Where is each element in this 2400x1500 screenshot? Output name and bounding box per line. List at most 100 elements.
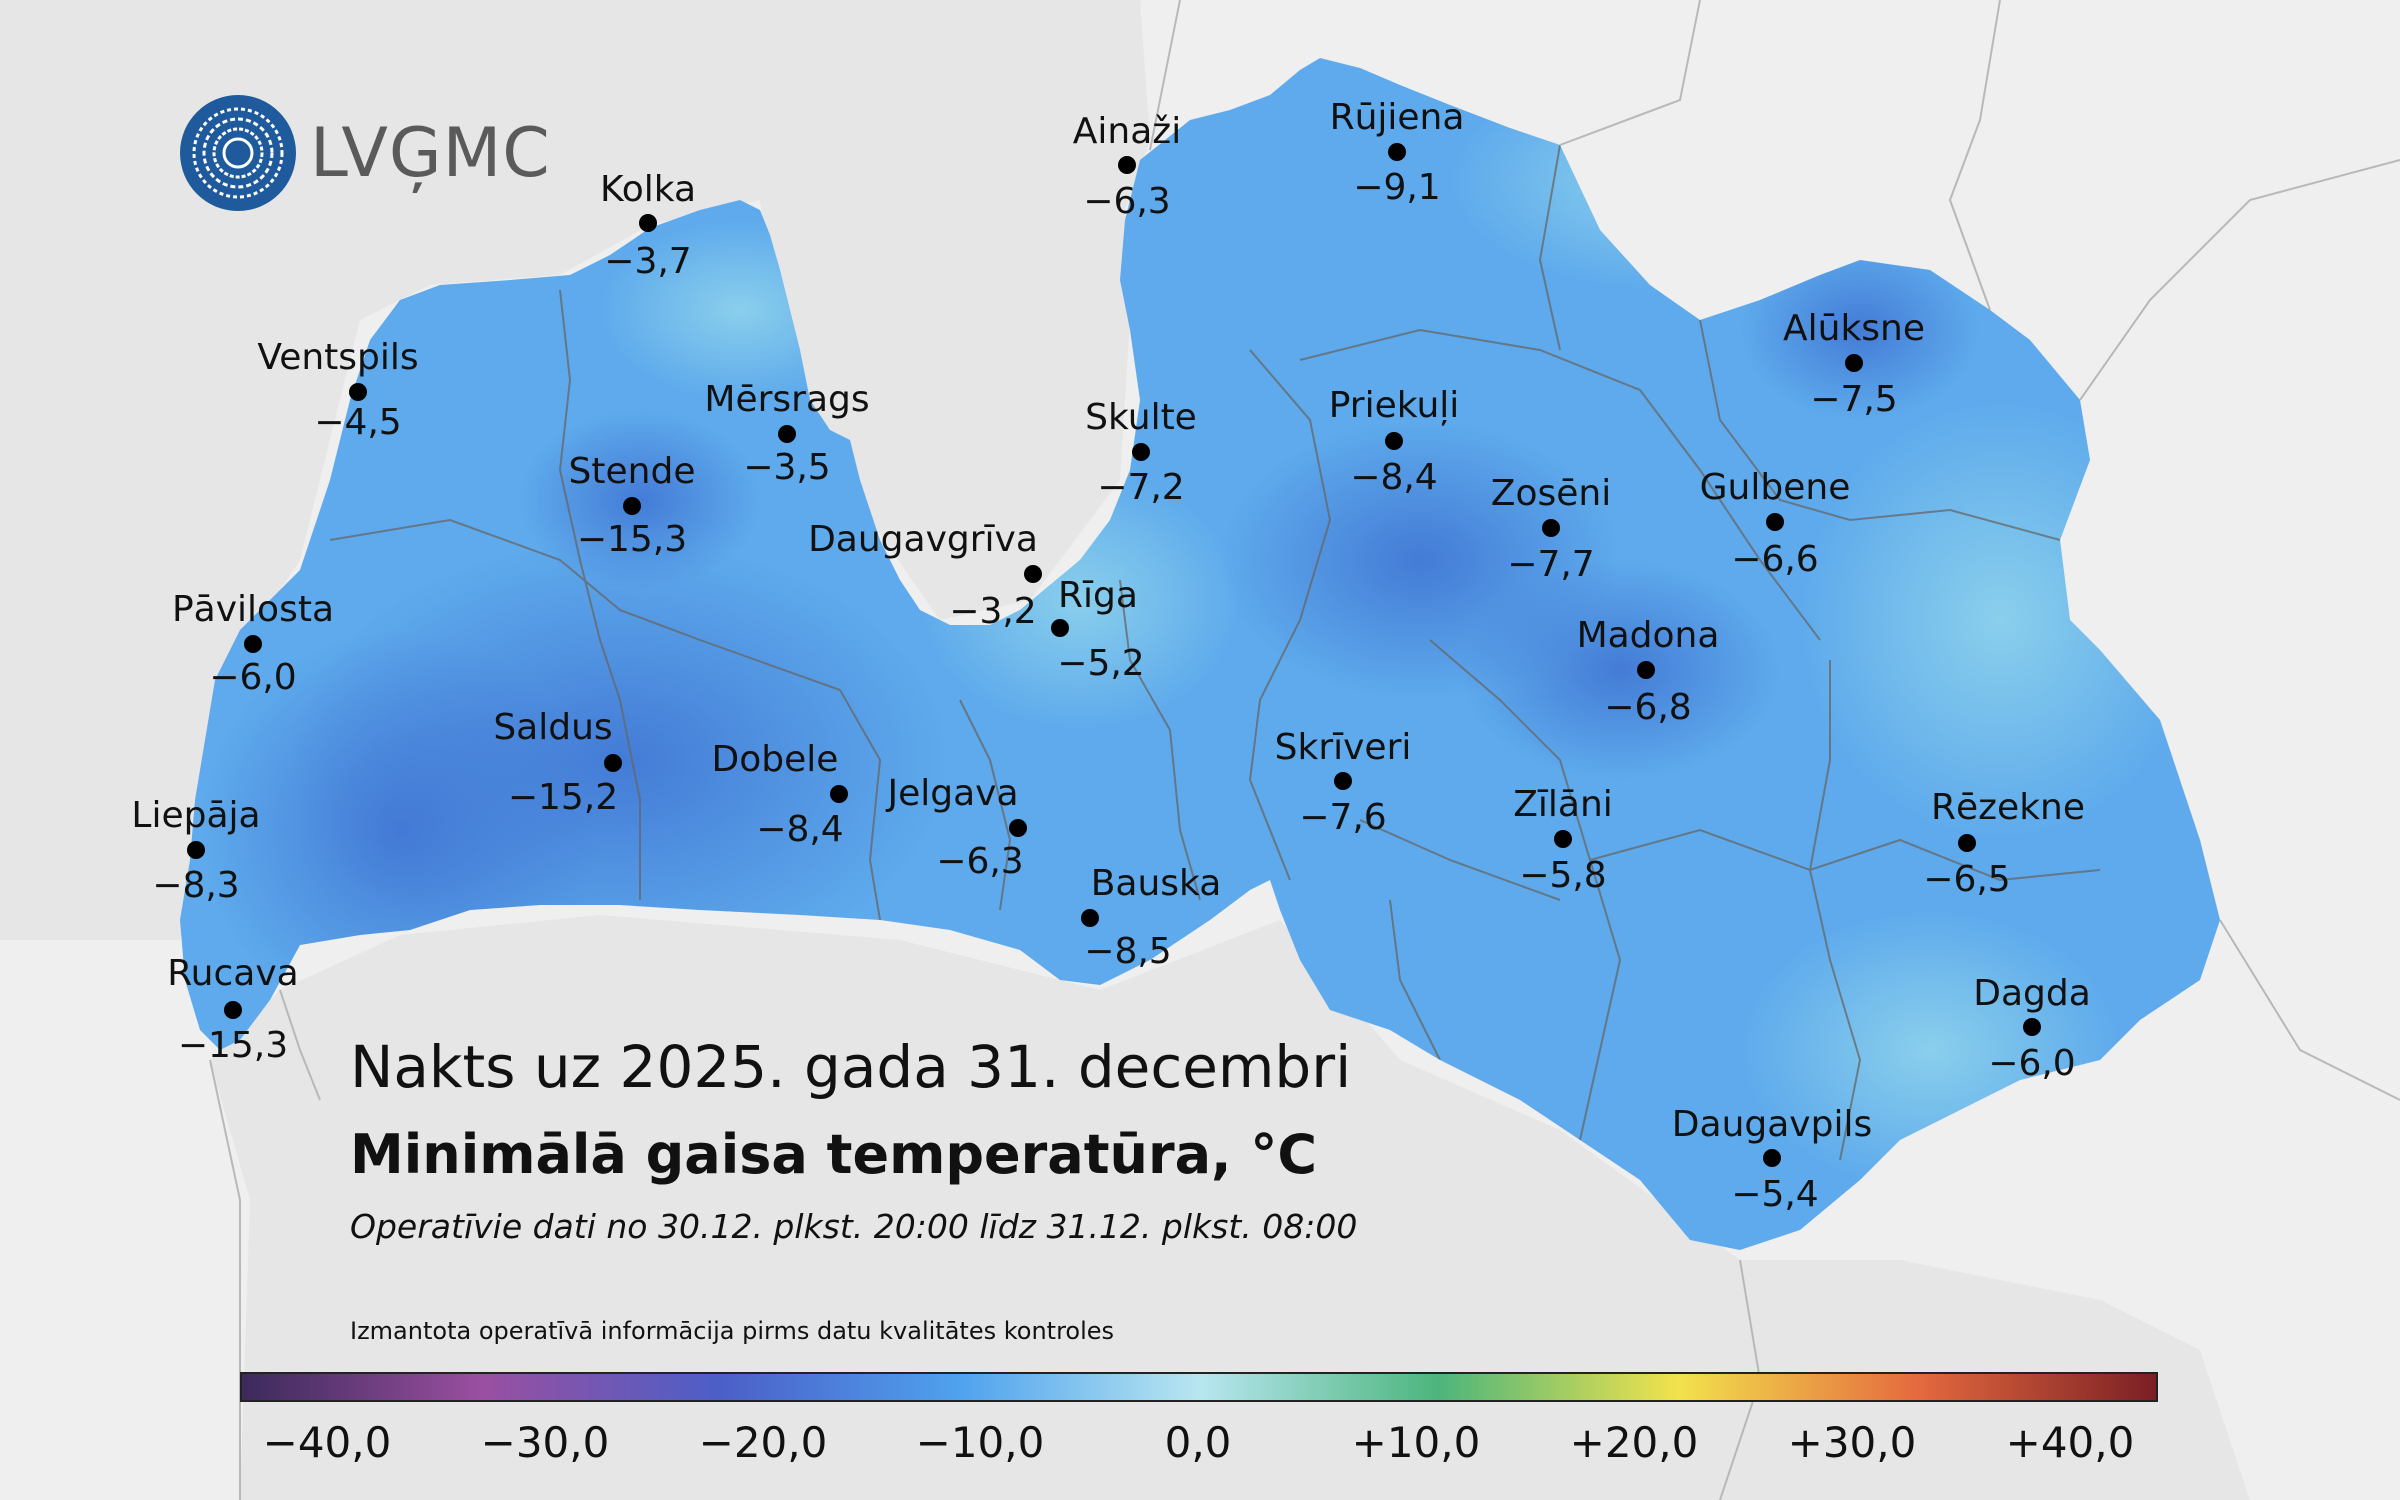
station-value-saldus: −15,2 bbox=[507, 777, 619, 818]
cold-anomaly-madona bbox=[1460, 560, 1780, 780]
station-value-ventspils: −4,5 bbox=[314, 402, 402, 443]
station-dot-rujiena bbox=[1388, 143, 1406, 161]
station-dot-stende bbox=[623, 497, 641, 515]
station-value-stende: −15,3 bbox=[576, 519, 688, 560]
station-dot-priekuli bbox=[1385, 432, 1403, 450]
temperature-colorbar bbox=[240, 1372, 2158, 1402]
station-dot-bauska bbox=[1081, 909, 1099, 927]
station-dot-liepaja bbox=[187, 841, 205, 859]
station-value-madona: −6,8 bbox=[1604, 687, 1692, 728]
colorbar-tick-label: +30,0 bbox=[1787, 1418, 1917, 1467]
station-value-dobele: −8,4 bbox=[756, 809, 844, 850]
colorbar-tick-label: +20,0 bbox=[1569, 1418, 1699, 1467]
station-dot-rezekne bbox=[1958, 834, 1976, 852]
station-name-skriveri: Skrīveri bbox=[1274, 727, 1412, 768]
station-dot-dagda bbox=[2023, 1018, 2041, 1036]
station-dot-gulbene bbox=[1766, 513, 1784, 531]
station-name-daugavpils: Daugavpils bbox=[1671, 1104, 1873, 1145]
cold-anomaly-stende bbox=[520, 410, 760, 590]
station-name-riga: Rīga bbox=[1058, 575, 1138, 616]
station-name-jelgava: Jelgava bbox=[887, 773, 1019, 814]
station-name-madona: Madona bbox=[1576, 615, 1720, 656]
station-name-rucava: Rucava bbox=[167, 953, 299, 994]
station-name-ventspils: Ventspils bbox=[257, 337, 419, 378]
station-value-jelgava: −6,3 bbox=[936, 841, 1024, 882]
station-name-rezekne: Rēzekne bbox=[1930, 787, 2086, 828]
lvgmc-logo: LVĢMC bbox=[180, 95, 551, 211]
station-dot-jelgava bbox=[1009, 819, 1027, 837]
station-dot-dobele bbox=[830, 785, 848, 803]
station-name-daugavgriva: Daugavgrīva bbox=[808, 519, 1038, 560]
station-name-dobele: Dobele bbox=[711, 739, 839, 780]
colorbar-tick-label: −20,0 bbox=[698, 1418, 828, 1467]
station-value-aluksne: −7,5 bbox=[1810, 379, 1898, 420]
colorbar-tick-label: +40,0 bbox=[2005, 1418, 2135, 1467]
station-name-zilani: Zīlāni bbox=[1513, 784, 1613, 825]
station-dot-saldus bbox=[604, 754, 622, 772]
station-dot-pavilosta bbox=[244, 635, 262, 653]
station-value-daugavpils: −5,4 bbox=[1731, 1174, 1819, 1215]
station-value-mersrags: −3,5 bbox=[743, 447, 831, 488]
colorbar-tick-label: −40,0 bbox=[262, 1418, 392, 1467]
station-value-bauska: −8,5 bbox=[1084, 931, 1172, 972]
station-name-aluksne: Alūksne bbox=[1782, 308, 1926, 349]
station-value-gulbene: −6,6 bbox=[1731, 539, 1819, 580]
cold-anomaly-aluksne bbox=[1740, 240, 1980, 420]
station-name-priekuli: Priekuļi bbox=[1328, 385, 1460, 426]
station-value-liepaja: −8,3 bbox=[152, 865, 240, 906]
map-subtitle: Operatīvie dati no 30.12. plkst. 20:00 l… bbox=[350, 1207, 1358, 1246]
station-value-rezekne: −6,5 bbox=[1923, 859, 2011, 900]
station-name-zoseni: Zosēni bbox=[1490, 473, 1612, 514]
colorbar-tick-label: −10,0 bbox=[915, 1418, 1045, 1467]
station-dot-mersrags bbox=[778, 425, 796, 443]
station-name-ainazi: Ainaži bbox=[1072, 111, 1182, 152]
station-value-riga: −5,2 bbox=[1057, 643, 1145, 684]
lvgmc-logo-icon bbox=[180, 95, 296, 211]
station-value-skriveri: −7,6 bbox=[1299, 797, 1387, 838]
station-value-kolka: −3,7 bbox=[604, 241, 692, 282]
colorbar-tick-label: −30,0 bbox=[480, 1418, 610, 1467]
station-dot-aluksne bbox=[1845, 354, 1863, 372]
station-dot-ainazi bbox=[1118, 156, 1136, 174]
station-value-pavilosta: −6,0 bbox=[209, 657, 297, 698]
logo-text: LVĢMC bbox=[310, 113, 551, 193]
station-name-pavilosta: Pāvilosta bbox=[171, 589, 335, 630]
station-dot-daugavgriva bbox=[1024, 565, 1042, 583]
station-dot-rucava bbox=[224, 1001, 242, 1019]
station-value-zilani: −5,8 bbox=[1519, 855, 1607, 896]
station-value-rujiena: −9,1 bbox=[1353, 167, 1441, 208]
station-dot-zilani bbox=[1554, 830, 1572, 848]
map-date-title: Nakts uz 2025. gada 31. decembri bbox=[350, 1033, 1352, 1101]
station-dot-skulte bbox=[1132, 443, 1150, 461]
station-name-liepaja: Liepāja bbox=[131, 795, 261, 836]
station-name-rujiena: Rūjiena bbox=[1329, 97, 1465, 138]
station-name-kolka: Kolka bbox=[599, 169, 697, 210]
station-dot-riga bbox=[1051, 619, 1069, 637]
station-dot-kolka bbox=[639, 214, 657, 232]
station-markers bbox=[187, 143, 2041, 1167]
station-dot-skriveri bbox=[1334, 772, 1352, 790]
station-name-bauska: Bauska bbox=[1090, 863, 1222, 904]
municipality-borders bbox=[329, 144, 2101, 1161]
station-name-stende: Stende bbox=[568, 451, 696, 492]
station-name-skulte: Skulte bbox=[1085, 397, 1197, 438]
station-value-rucava: −15,3 bbox=[177, 1025, 289, 1066]
station-dot-madona bbox=[1637, 661, 1655, 679]
station-value-zoseni: −7,7 bbox=[1507, 544, 1595, 585]
station-value-ainazi: −6,3 bbox=[1083, 181, 1171, 222]
station-value-dagda: −6,0 bbox=[1988, 1043, 2076, 1084]
station-name-gulbene: Gulbene bbox=[1699, 467, 1851, 508]
station-name-saldus: Saldus bbox=[493, 707, 613, 748]
station-dot-zoseni bbox=[1542, 519, 1560, 537]
colorbar-tick-label: 0,0 bbox=[1164, 1418, 1232, 1467]
station-name-dagda: Dagda bbox=[1973, 973, 2091, 1014]
data-quality-note: Izmantota operatīvā informācija pirms da… bbox=[350, 1317, 1115, 1345]
map-main-title: Minimālā gaisa temperatūra, °C bbox=[350, 1123, 1317, 1186]
station-value-skulte: −7,2 bbox=[1097, 467, 1185, 508]
station-dot-daugavpils bbox=[1763, 1149, 1781, 1167]
colorbar-tick-label: +10,0 bbox=[1351, 1418, 1481, 1467]
station-name-mersrags: Mērsrags bbox=[704, 379, 870, 420]
station-dot-ventspils bbox=[349, 383, 367, 401]
station-value-daugavgriva: −3,2 bbox=[949, 591, 1037, 632]
